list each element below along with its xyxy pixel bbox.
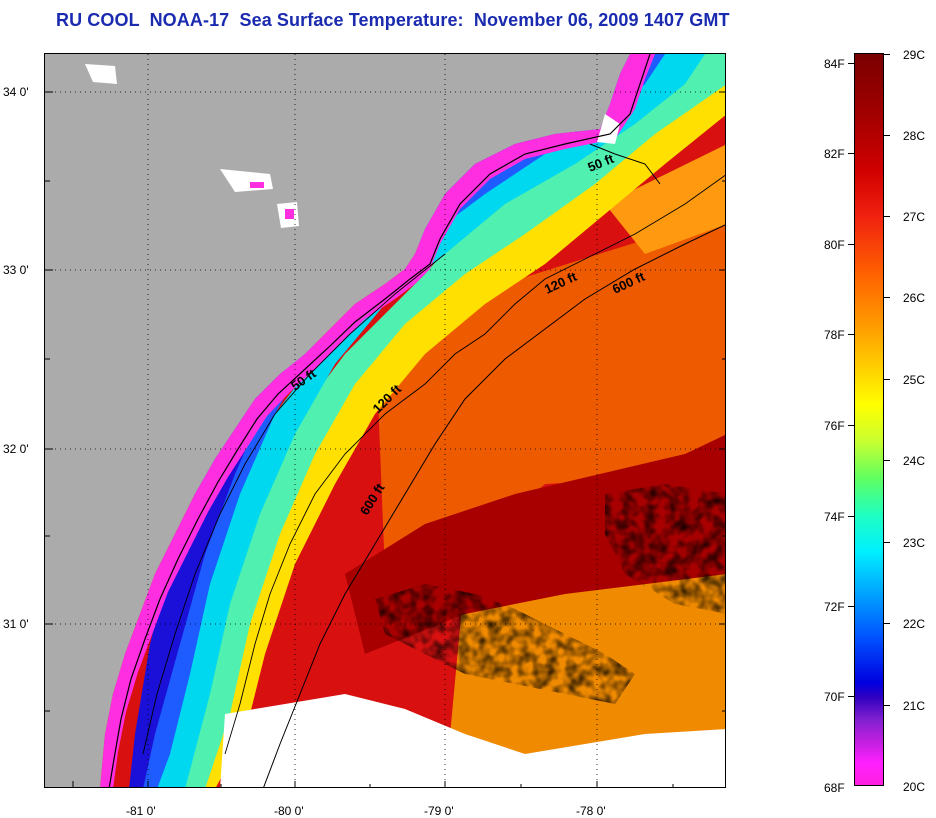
colorbar-label-fahrenheit: 84F bbox=[824, 57, 845, 71]
colorbar-label-fahrenheit: 80F bbox=[824, 238, 845, 252]
cloud-mask-south bbox=[220, 694, 725, 787]
colorbar-tick bbox=[848, 334, 854, 335]
latitude-label: 31 0' bbox=[3, 617, 29, 631]
colorbar-label-celsius: 26C bbox=[903, 291, 926, 305]
colorbar-tick bbox=[848, 696, 854, 697]
colorbar-label-celsius: 27C bbox=[903, 210, 926, 224]
colorbar-label-fahrenheit: 72F bbox=[824, 600, 845, 614]
frame-ticks bbox=[45, 91, 725, 787]
sst-map-canvas: 50 ft 50 ft 120 ft 120 ft 600 ft 600 ft bbox=[45, 54, 725, 787]
colorbar-label-celsius: 25C bbox=[903, 373, 926, 387]
ocean-band-orange-north bbox=[605, 144, 725, 254]
colorbar-tick bbox=[884, 542, 890, 543]
colorbar-tick bbox=[848, 244, 854, 245]
colorbar-label-fahrenheit: 74F bbox=[824, 510, 845, 524]
colorbar-label-celsius: 28C bbox=[903, 129, 926, 143]
colorbar-tick bbox=[848, 606, 854, 607]
colorbar-tick bbox=[884, 54, 890, 55]
colorbar-label-fahrenheit: 78F bbox=[824, 328, 845, 342]
latitude-label: 33 0' bbox=[3, 263, 29, 277]
colorbar-label-fahrenheit: 76F bbox=[824, 419, 845, 433]
colorbar-label-celsius: 22C bbox=[903, 617, 926, 631]
longitude-label: -80 0' bbox=[274, 804, 304, 818]
ocean-band-green bbox=[165, 54, 725, 787]
colorbar-tick bbox=[848, 516, 854, 517]
graticule bbox=[45, 54, 725, 787]
colorbar-tick bbox=[884, 705, 890, 706]
isobath-50ft-south bbox=[142, 253, 446, 755]
colorbar-tick bbox=[884, 135, 890, 136]
colorbar-label-celsius: 29C bbox=[903, 48, 926, 62]
coastline bbox=[108, 54, 651, 787]
colorbar-tick bbox=[884, 379, 890, 380]
temperature-colorbar bbox=[854, 53, 884, 786]
land-area bbox=[45, 54, 630, 787]
longitude-label: -78 0' bbox=[576, 804, 606, 818]
inlet-white-patch bbox=[597, 114, 620, 144]
colorbar-tick bbox=[884, 297, 890, 298]
colorbar-tick bbox=[848, 153, 854, 154]
colorbar-label-fahrenheit: 68F bbox=[824, 781, 845, 795]
longitude-label: -79 0' bbox=[424, 804, 454, 818]
isobath-600ft bbox=[263, 224, 725, 787]
latitude-label: 32 0' bbox=[3, 442, 29, 456]
sst-map: 50 ft 50 ft 120 ft 120 ft 600 ft 600 ft bbox=[44, 53, 726, 788]
colorbar-label-celsius: 23C bbox=[903, 536, 926, 550]
colorbar-label-fahrenheit: 70F bbox=[824, 690, 845, 704]
longitude-label: -81 0' bbox=[126, 804, 156, 818]
cloud-mask-land-nw bbox=[85, 64, 117, 84]
colorbar-label-celsius: 20C bbox=[903, 780, 926, 794]
latitude-label: 34 0' bbox=[3, 85, 29, 99]
colorbar-tick bbox=[884, 216, 890, 217]
colorbar-tick bbox=[884, 623, 890, 624]
colorbar-label-celsius: 24C bbox=[903, 454, 926, 468]
land-lake-magenta-1 bbox=[250, 182, 264, 188]
colorbar-tick bbox=[884, 460, 890, 461]
land-lake-magenta-2 bbox=[285, 209, 294, 219]
isobath-50ft-north bbox=[589, 143, 661, 185]
isobath-120ft bbox=[224, 174, 725, 755]
colorbar-tick bbox=[848, 63, 854, 64]
chart-title: RU COOL NOAA-17 Sea Surface Temperature:… bbox=[56, 10, 730, 30]
colorbar-label-fahrenheit: 82F bbox=[824, 147, 845, 161]
cloud-mask-east bbox=[605, 484, 725, 614]
colorbar-tick bbox=[848, 425, 854, 426]
colorbar-label-celsius: 21C bbox=[903, 699, 926, 713]
cloud-mask-speckle bbox=[375, 584, 635, 704]
